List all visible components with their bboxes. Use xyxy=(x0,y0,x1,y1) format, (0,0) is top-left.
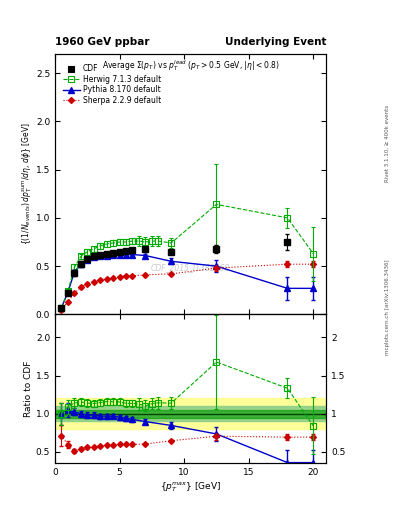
Bar xyxy=(55,398,326,429)
Legend: CDF, Herwig 7.1.3 default, Pythia 8.170 default, Sherpa 2.2.9 default: CDF, Herwig 7.1.3 default, Pythia 8.170 … xyxy=(62,63,163,106)
Text: Rivet 3.1.10, ≥ 400k events: Rivet 3.1.10, ≥ 400k events xyxy=(385,105,389,182)
Y-axis label: Ratio to CDF: Ratio to CDF xyxy=(24,360,33,417)
Text: CDF_2015_I1388868: CDF_2015_I1388868 xyxy=(151,263,230,272)
Bar xyxy=(55,410,326,417)
Text: mcplots.cern.ch [arXiv:1306.3436]: mcplots.cern.ch [arXiv:1306.3436] xyxy=(385,260,389,355)
Bar xyxy=(55,406,326,421)
Y-axis label: $\{(1/N_{events})\, dp_T^{sum}/d\eta,\, d\phi\}$ [GeV]: $\{(1/N_{events})\, dp_T^{sum}/d\eta,\, … xyxy=(21,123,35,245)
Text: Average $\Sigma(p_T)$ vs $p_T^{lead}$ ($p_T > 0.5$ GeV, $|\eta| < 0.8$): Average $\Sigma(p_T)$ vs $p_T^{lead}$ ($… xyxy=(102,58,279,73)
Text: 1960 GeV ppbar: 1960 GeV ppbar xyxy=(55,37,149,47)
Text: Underlying Event: Underlying Event xyxy=(225,37,326,47)
X-axis label: $\{p_T^{max}\}$ [GeV]: $\{p_T^{max}\}$ [GeV] xyxy=(160,480,221,494)
